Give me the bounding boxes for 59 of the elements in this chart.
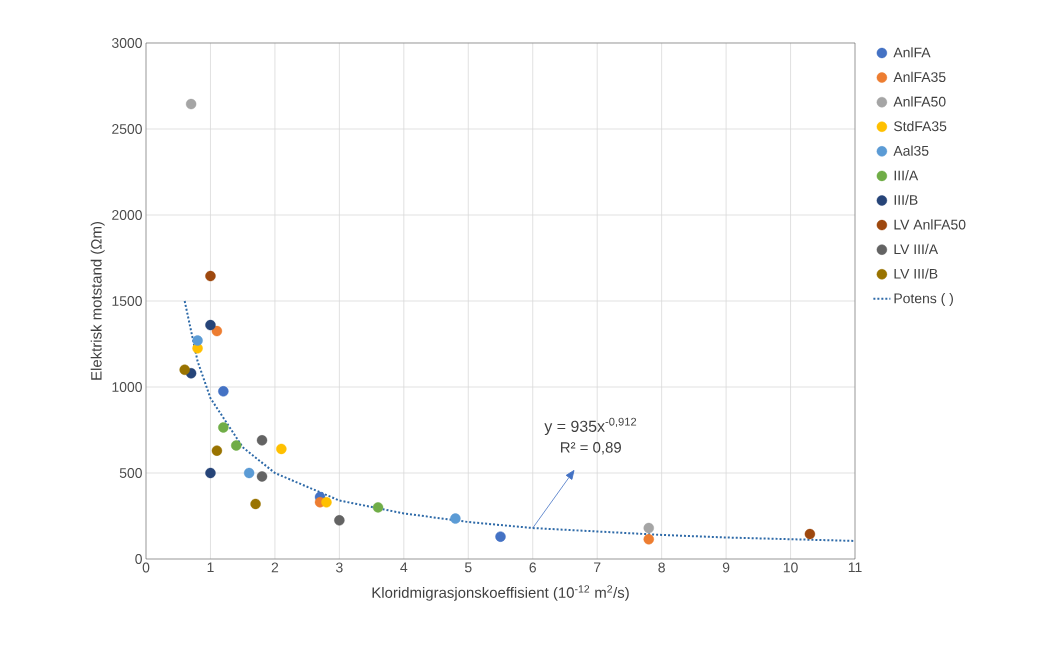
x-tick-label: 7 (594, 562, 601, 573)
point (334, 515, 345, 526)
x-tick-label: 5 (464, 562, 472, 573)
x-tick-label: 9 (722, 562, 730, 573)
legend-label: AnlFA (893, 47, 931, 58)
legend-label: AnlFA35 (893, 71, 946, 83)
x-tick-label: 11 (848, 562, 862, 573)
point (205, 467, 216, 479)
point (211, 445, 223, 456)
point (185, 98, 197, 110)
legend-label: III/B (894, 194, 918, 205)
x-tick-label: 4 (400, 562, 408, 573)
x-tick-label: 1 (207, 562, 214, 573)
point (804, 528, 816, 540)
point (256, 435, 268, 446)
y-tick-label: 2000 (112, 210, 142, 220)
y-tick-label: 1500 (112, 296, 142, 306)
point (643, 534, 654, 545)
point (218, 422, 229, 433)
y-tick-label: 0 (135, 554, 142, 564)
point (231, 440, 242, 451)
legend-label: LV III/B (894, 268, 938, 279)
point (192, 335, 203, 346)
legend-label: III/A (894, 170, 919, 181)
x-tick-label: 6 (529, 562, 536, 573)
point (250, 498, 261, 510)
x-tick-label: 3 (336, 562, 343, 573)
point (211, 325, 223, 337)
point (205, 319, 216, 331)
legend-label: AnlFA50 (893, 96, 946, 107)
point (256, 471, 268, 482)
line-series (183, 300, 856, 542)
y-tick-label: 500 (119, 468, 142, 478)
point (276, 443, 287, 455)
legend-label: LV AnlFA50 (894, 219, 966, 230)
legend-label: LV III/A (894, 243, 939, 255)
annotation: y = 935x$^{-0,912}$ (544, 417, 637, 436)
y-tick-label: 1000 (112, 382, 142, 392)
legend-label: Aal35 (893, 145, 929, 156)
y-tick-label: 2500 (112, 124, 142, 134)
annotation: R² = 0,89 (561, 442, 621, 455)
point (205, 270, 216, 282)
point (495, 531, 506, 542)
point (243, 467, 255, 479)
point (321, 497, 332, 508)
y-tick-label: 3000 (111, 38, 142, 48)
point (179, 364, 190, 375)
legend-label: Potens ( ) (894, 293, 953, 307)
legend-label: StdFA35 (894, 120, 947, 132)
y-axis-title: Elektrisk motstand (Ωm) (90, 222, 105, 380)
x-tick-label: 0 (142, 562, 150, 573)
x-tick-label: 2 (271, 562, 279, 573)
x-tick-label: 10 (783, 562, 798, 573)
point (450, 513, 461, 524)
point (372, 502, 384, 513)
x-axis-title: Kloridmigrasjonskoeffisient (10$^{-12}$ m$^{2}$/s) (372, 585, 629, 601)
x-tick-label: 8 (658, 562, 665, 573)
point (643, 522, 654, 534)
point (218, 386, 229, 397)
